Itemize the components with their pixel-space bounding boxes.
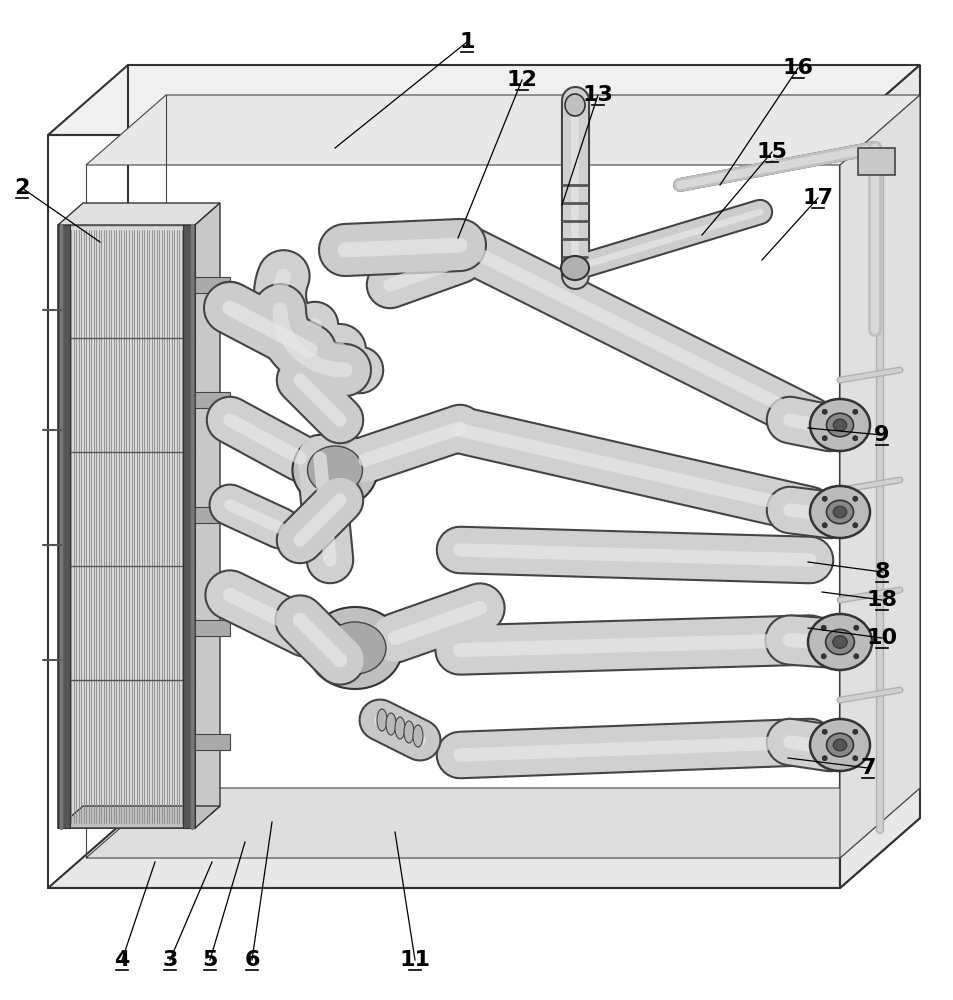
Ellipse shape xyxy=(825,500,853,524)
Ellipse shape xyxy=(809,399,869,451)
Ellipse shape xyxy=(564,94,584,116)
Text: 18: 18 xyxy=(865,590,897,610)
Ellipse shape xyxy=(821,523,826,528)
Text: 6: 6 xyxy=(244,950,259,970)
Ellipse shape xyxy=(324,622,386,674)
Ellipse shape xyxy=(307,446,362,494)
Text: 17: 17 xyxy=(801,188,833,208)
Polygon shape xyxy=(58,806,220,828)
Text: 1: 1 xyxy=(458,32,475,52)
Ellipse shape xyxy=(853,654,858,659)
Ellipse shape xyxy=(825,733,853,757)
Ellipse shape xyxy=(832,739,846,751)
Ellipse shape xyxy=(821,625,825,630)
Text: 4: 4 xyxy=(114,950,130,970)
Text: 10: 10 xyxy=(865,628,897,648)
Polygon shape xyxy=(840,65,919,888)
Text: 12: 12 xyxy=(506,70,537,90)
Ellipse shape xyxy=(307,607,402,689)
Ellipse shape xyxy=(821,436,826,441)
Ellipse shape xyxy=(560,256,588,280)
Ellipse shape xyxy=(852,729,857,734)
Ellipse shape xyxy=(852,409,857,414)
Polygon shape xyxy=(194,392,230,408)
Ellipse shape xyxy=(852,523,857,528)
Ellipse shape xyxy=(395,717,405,739)
Polygon shape xyxy=(58,203,220,225)
Polygon shape xyxy=(194,203,220,828)
Ellipse shape xyxy=(852,496,857,501)
Ellipse shape xyxy=(809,719,869,771)
Text: 16: 16 xyxy=(781,58,813,78)
Polygon shape xyxy=(58,225,70,828)
Ellipse shape xyxy=(852,436,857,441)
Ellipse shape xyxy=(852,756,857,761)
Ellipse shape xyxy=(386,713,395,735)
Text: 8: 8 xyxy=(873,562,889,582)
Text: 9: 9 xyxy=(873,425,889,445)
Ellipse shape xyxy=(821,654,825,659)
Polygon shape xyxy=(194,620,230,636)
Ellipse shape xyxy=(413,725,422,747)
Ellipse shape xyxy=(809,486,869,538)
Ellipse shape xyxy=(821,409,826,414)
Ellipse shape xyxy=(807,614,871,670)
Ellipse shape xyxy=(832,636,846,648)
Text: 5: 5 xyxy=(202,950,217,970)
Polygon shape xyxy=(194,734,230,750)
Polygon shape xyxy=(183,225,194,828)
Text: 15: 15 xyxy=(756,142,786,162)
Ellipse shape xyxy=(821,756,826,761)
Ellipse shape xyxy=(824,629,854,655)
Ellipse shape xyxy=(853,625,858,630)
Polygon shape xyxy=(48,818,919,888)
Text: 7: 7 xyxy=(860,758,875,778)
Ellipse shape xyxy=(825,413,853,437)
Polygon shape xyxy=(194,507,230,523)
Ellipse shape xyxy=(376,709,387,731)
Polygon shape xyxy=(194,277,230,293)
Ellipse shape xyxy=(293,432,377,508)
Ellipse shape xyxy=(821,496,826,501)
Polygon shape xyxy=(58,225,194,828)
Polygon shape xyxy=(48,65,919,135)
Ellipse shape xyxy=(832,506,846,518)
Text: 11: 11 xyxy=(399,950,430,970)
Ellipse shape xyxy=(821,729,826,734)
Polygon shape xyxy=(86,788,919,858)
Polygon shape xyxy=(857,148,894,175)
Polygon shape xyxy=(840,95,919,858)
Text: 2: 2 xyxy=(14,178,30,198)
Polygon shape xyxy=(86,95,919,165)
Ellipse shape xyxy=(403,721,414,743)
Ellipse shape xyxy=(832,419,846,431)
Text: 3: 3 xyxy=(162,950,177,970)
Text: 13: 13 xyxy=(582,85,613,105)
